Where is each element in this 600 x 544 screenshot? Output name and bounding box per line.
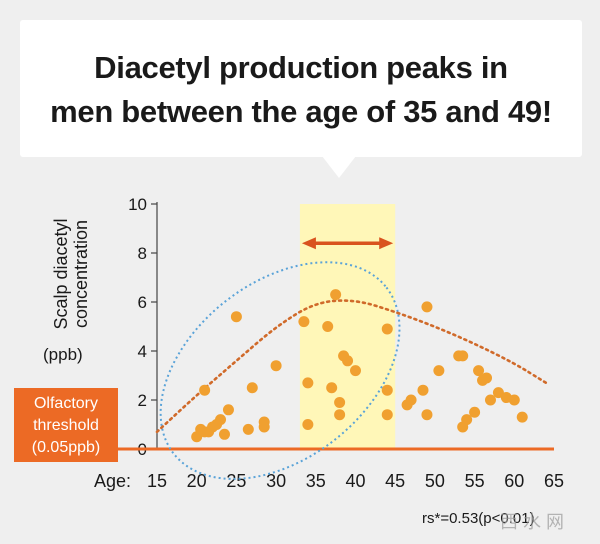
data-point bbox=[230, 311, 242, 323]
data-point bbox=[322, 321, 334, 332]
data-point bbox=[302, 377, 314, 389]
highlight-arrow-right-head bbox=[379, 237, 394, 250]
x-tick-label: 45 bbox=[385, 471, 405, 491]
highlight-arrow-left-head bbox=[301, 237, 316, 250]
callout-pointer bbox=[322, 156, 356, 178]
data-point bbox=[421, 409, 433, 421]
data-point bbox=[421, 301, 433, 313]
olfactory-threshold-label: Olfactory threshold (0.05ppb) bbox=[14, 388, 118, 462]
data-point bbox=[258, 421, 270, 433]
threshold-line-1: Olfactory bbox=[33, 395, 98, 412]
data-point bbox=[298, 316, 310, 328]
x-tick-label: 60 bbox=[504, 471, 524, 491]
threshold-line-2: threshold bbox=[33, 417, 99, 434]
x-axis-label: Age: bbox=[94, 471, 131, 491]
threshold-line-3: (0.05ppb) bbox=[31, 439, 101, 456]
watermark: 西 水 网 bbox=[500, 512, 565, 532]
y-label-line-1: Scalp diacetyl bbox=[51, 218, 71, 330]
data-point bbox=[342, 355, 354, 367]
data-point bbox=[334, 396, 346, 408]
trend-curve bbox=[155, 299, 548, 434]
data-point bbox=[417, 384, 429, 396]
data-point bbox=[481, 372, 493, 384]
x-tick-label: 25 bbox=[226, 471, 246, 491]
title-line-1: Diacetyl production peaks in bbox=[94, 50, 508, 85]
y-label-line-2: concentration bbox=[71, 219, 91, 329]
data-point bbox=[508, 394, 520, 406]
data-point bbox=[492, 387, 504, 399]
y-tick-label: 6 bbox=[138, 293, 147, 312]
data-point bbox=[330, 289, 342, 301]
y-axis-label: Scalp diacetyl concentration bbox=[42, 200, 100, 348]
data-point bbox=[350, 365, 361, 377]
data-point bbox=[469, 406, 481, 418]
data-point bbox=[215, 414, 227, 426]
data-point bbox=[270, 360, 282, 372]
data-point bbox=[218, 428, 230, 440]
data-point bbox=[461, 414, 473, 426]
y-axis-unit: (ppb) bbox=[43, 345, 83, 364]
y-tick-label: 10 bbox=[128, 195, 147, 214]
data-point bbox=[199, 384, 211, 396]
x-tick-label: 20 bbox=[187, 471, 207, 491]
data-point bbox=[326, 382, 338, 394]
data-point bbox=[381, 384, 393, 396]
data-point bbox=[334, 409, 346, 421]
x-tick-label: 30 bbox=[266, 471, 286, 491]
x-tick-label: 55 bbox=[465, 471, 485, 491]
x-tick-label: 40 bbox=[345, 471, 365, 491]
data-point bbox=[473, 365, 485, 377]
data-point bbox=[246, 382, 258, 394]
data-point bbox=[516, 411, 528, 423]
headline-callout bbox=[20, 20, 582, 157]
data-point bbox=[433, 365, 445, 377]
data-point bbox=[405, 394, 417, 406]
data-point bbox=[484, 394, 496, 406]
y-tick-label: 8 bbox=[138, 244, 147, 263]
x-tick-label: 15 bbox=[147, 471, 167, 491]
data-point bbox=[381, 409, 393, 421]
x-tick-label: 65 bbox=[544, 471, 564, 491]
data-point bbox=[222, 404, 234, 416]
correlation-statistic: rs*=0.53(p<0.01) bbox=[422, 510, 535, 527]
data-point bbox=[457, 350, 469, 362]
x-tick-label: 35 bbox=[306, 471, 326, 491]
data-point bbox=[302, 419, 314, 430]
age-cluster-ellipse bbox=[159, 261, 401, 480]
y-tick-label: 4 bbox=[138, 342, 147, 361]
y-tick-label: 2 bbox=[138, 391, 147, 410]
chart-title: Diacetyl production peaks in men between… bbox=[20, 46, 582, 134]
data-point bbox=[242, 423, 254, 435]
x-tick-label: 50 bbox=[425, 471, 445, 491]
title-line-2: men between the age of 35 and 49! bbox=[50, 94, 552, 129]
data-point bbox=[381, 323, 393, 335]
